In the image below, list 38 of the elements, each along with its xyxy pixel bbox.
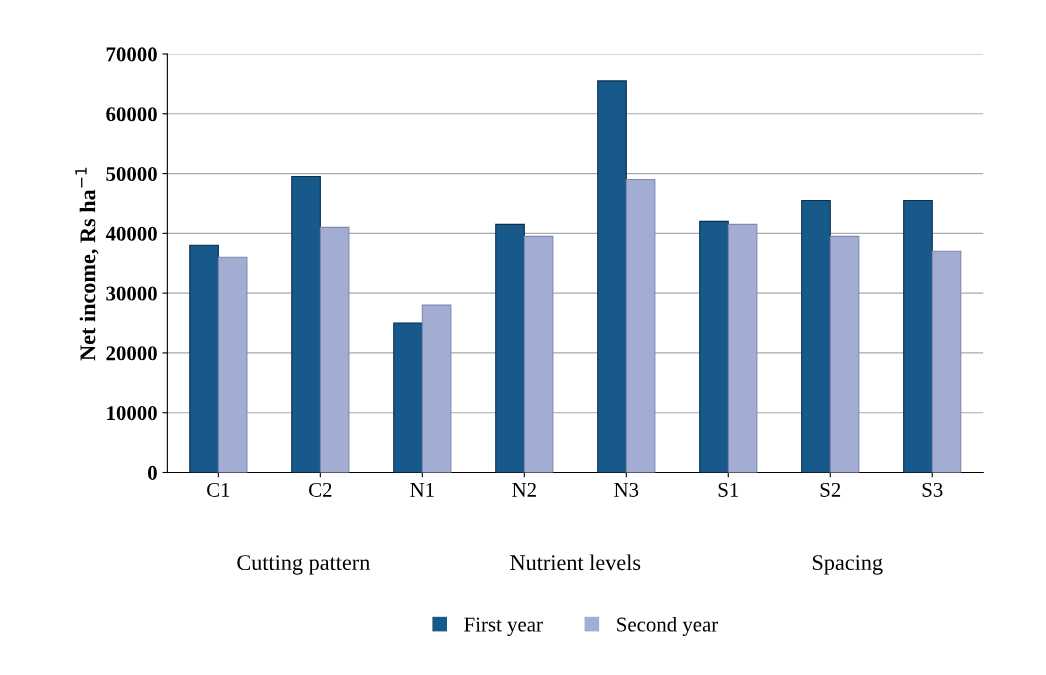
x-tick-label: N3 <box>614 482 639 497</box>
x-tick-label: N2 <box>512 482 536 497</box>
y-tick-label: 10000 <box>107 406 157 421</box>
y-tick-label: 30000 <box>106 286 157 301</box>
bar <box>903 199 933 473</box>
y-tick-label: 0 <box>148 465 157 480</box>
x-tick-label: N1 <box>410 482 434 497</box>
y-tick-label: 60000 <box>106 107 157 122</box>
bar <box>217 256 248 473</box>
bar <box>291 176 321 473</box>
bar <box>189 244 219 473</box>
y-tick-label: 20000 <box>106 346 157 361</box>
text: Cutting pattern <box>237 555 370 575</box>
bar <box>625 178 656 473</box>
bar <box>495 223 525 473</box>
x-tick-label: C2 <box>309 482 332 497</box>
bar <box>801 199 831 473</box>
text: Nutrient levels <box>510 554 641 571</box>
legend-label: First year <box>464 617 543 636</box>
x-tick-label: S3 <box>922 482 943 497</box>
legend-label: Second year <box>617 616 719 636</box>
y-tick-label: 50000 <box>106 166 157 181</box>
x-tick-label: S1 <box>718 482 739 497</box>
x-tick-label: C1 <box>207 482 230 497</box>
bar <box>727 223 758 473</box>
text: Spacing <box>812 555 883 575</box>
y-tick-label: 70000 <box>106 47 157 62</box>
x-tick-label: S2 <box>820 482 841 497</box>
bar <box>421 304 452 473</box>
bar <box>699 220 729 473</box>
bar <box>523 235 554 473</box>
bar <box>597 80 627 473</box>
bar <box>829 235 860 473</box>
y-tick-label: 40000 <box>105 226 157 241</box>
bar <box>393 322 423 473</box>
bar <box>931 250 962 473</box>
bar <box>319 226 350 473</box>
y-axis-title: Net income, Rs ha$^{−1}$ <box>75 167 99 361</box>
